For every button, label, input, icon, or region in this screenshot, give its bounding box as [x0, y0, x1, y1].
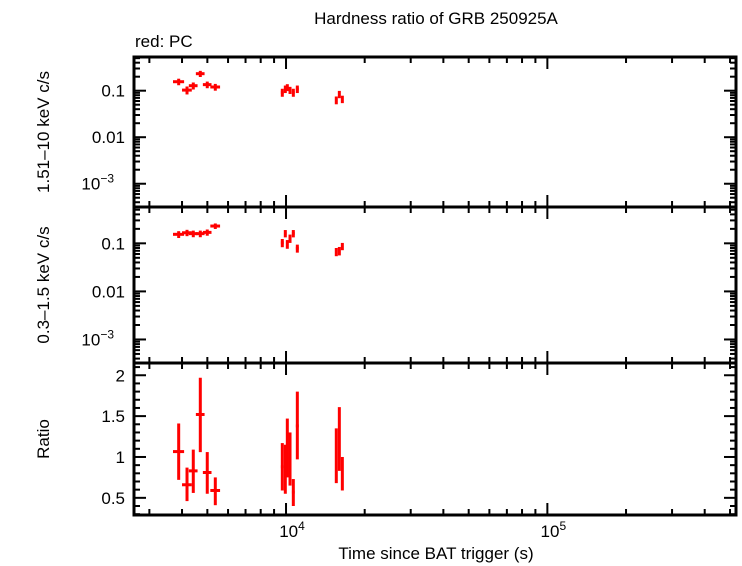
panel-frame	[132, 55, 738, 209]
data-point	[337, 246, 341, 256]
x-tick-label: 105	[541, 519, 567, 541]
data-point	[337, 407, 341, 471]
data-point	[182, 86, 192, 95]
data-point	[188, 82, 198, 90]
data-point	[172, 423, 185, 480]
data-point	[291, 479, 295, 507]
data-point	[291, 230, 295, 238]
data-point	[334, 96, 338, 105]
data-point	[334, 247, 338, 257]
y-tick-label: 1.5	[101, 407, 125, 426]
panel-frame	[132, 205, 738, 365]
data-point	[172, 78, 185, 86]
panel-frame	[132, 361, 738, 517]
data-point	[202, 229, 212, 236]
data-point	[295, 391, 299, 460]
data-point	[285, 240, 289, 249]
data-point	[195, 70, 205, 77]
data-point	[280, 443, 284, 491]
data-point	[288, 432, 292, 486]
x-axis-label: Time since BAT trigger (s)	[338, 544, 533, 563]
panel-2: 2 1.5 1 0.5	[101, 361, 738, 517]
data-point	[340, 456, 344, 491]
data-point	[210, 477, 221, 506]
legend-note: red: PC	[135, 32, 193, 51]
y-tick-label: 0.01	[92, 128, 125, 147]
data-point	[202, 81, 212, 89]
data-point	[295, 85, 299, 94]
y-tick-label: 0.01	[92, 282, 125, 301]
chart-title: Hardness ratio of GRB 250925A	[314, 9, 558, 28]
y-axis-label-soft: 0.3–1.5 keV c/s	[34, 226, 53, 343]
data-point	[188, 449, 198, 493]
y-tick-label: 0.1	[101, 82, 125, 101]
data-point	[291, 88, 295, 97]
data-point	[202, 452, 212, 494]
y-tick-label: 0.1	[101, 234, 125, 253]
data-point	[340, 242, 344, 251]
panel-0: 0.1 0.01	[92, 55, 738, 209]
data-point	[334, 428, 338, 484]
data-point	[210, 223, 221, 229]
data-point	[337, 90, 341, 99]
y-axis-label-ratio: Ratio	[34, 419, 53, 459]
data-point	[288, 234, 292, 243]
y-tick-label: 2	[116, 366, 125, 385]
data-point	[280, 88, 284, 97]
panel-1: 0.1 0.01	[92, 205, 738, 365]
data-point	[283, 230, 287, 238]
data-point	[288, 86, 292, 94]
data-point	[285, 418, 289, 478]
y-tick-label: 1	[116, 448, 125, 467]
data-point	[195, 377, 205, 453]
y-tick-label: 10−3	[81, 327, 114, 349]
data-point	[182, 467, 192, 502]
y-tick-label: 10−3	[81, 172, 114, 194]
x-tick-label: 104	[279, 519, 305, 541]
data-point	[210, 83, 221, 91]
data-point	[280, 239, 284, 248]
y-axis-label-hard: 1.51–10 keV c/s	[34, 71, 53, 193]
y-tick-label: 0.5	[101, 489, 125, 508]
data-point	[340, 95, 344, 104]
data-point	[295, 244, 299, 253]
data-point	[285, 84, 289, 92]
data-point	[172, 231, 185, 239]
